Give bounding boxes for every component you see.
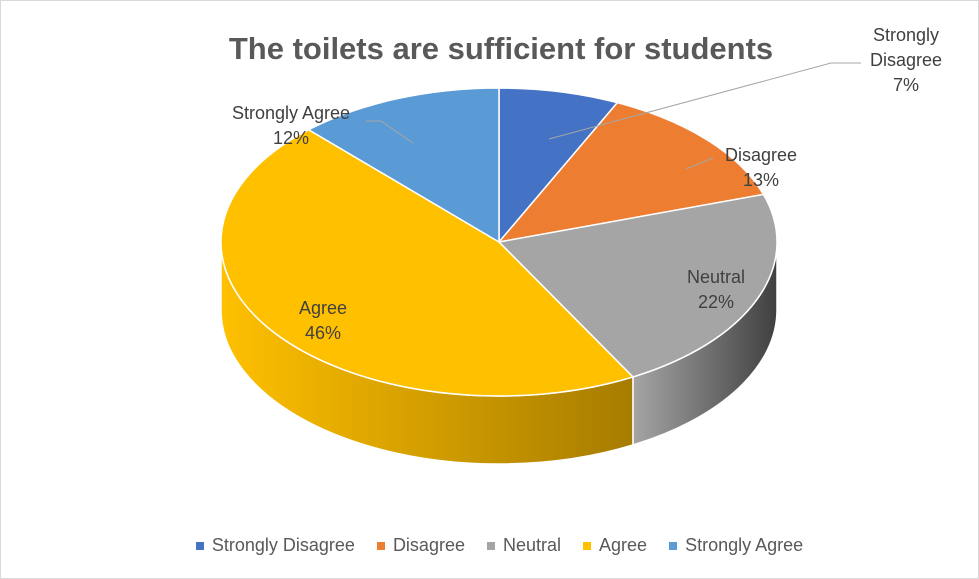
data-labels: Strongly Disagree 7% Disagree 13% Neutral 22% A… bbox=[232, 25, 942, 343]
leader-line-strongly-disagree bbox=[548, 62, 861, 140]
pie-slice-neutral bbox=[497, 193, 778, 378]
legend-item-disagree: Disagree bbox=[376, 535, 465, 556]
legend-swatch bbox=[669, 541, 678, 550]
legend-label: Agree bbox=[599, 535, 648, 555]
legend-swatch bbox=[195, 541, 204, 550]
legend-swatch bbox=[376, 541, 385, 550]
pie-slice-agree bbox=[220, 128, 635, 397]
legend-swatch bbox=[486, 541, 495, 550]
legend-label: Strongly Agree bbox=[685, 535, 804, 555]
data-label-neutral: Neutral 22% bbox=[687, 267, 745, 312]
legend-label: Neutral bbox=[502, 535, 562, 555]
leader-line-strongly-agree bbox=[366, 120, 414, 144]
leader-line-disagree bbox=[685, 157, 714, 170]
data-label-strongly-disagree: Strongly Disagree 7% bbox=[870, 25, 942, 95]
legend-swatch bbox=[583, 541, 592, 550]
legend-item-strongly-disagree: Strongly Disagree bbox=[195, 535, 355, 556]
data-label-strongly-agree: Strongly Agree 12% bbox=[232, 103, 350, 148]
legend-item-agree: Agree bbox=[583, 535, 647, 556]
legend: Strongly Disagree Disagree Neutral Agree Str… bbox=[1, 535, 979, 556]
pie-slice-strongly-disagree bbox=[498, 87, 619, 245]
legend-item-neutral: Neutral bbox=[486, 535, 562, 556]
data-label-agree: Agree 46% bbox=[299, 298, 347, 343]
data-label-disagree: Disagree 13% bbox=[725, 145, 797, 190]
pie-slice-disagree bbox=[497, 101, 765, 244]
pie-slice-strongly-agree bbox=[307, 87, 500, 244]
pie-top bbox=[220, 87, 778, 397]
legend-item-strongly-agree: Strongly Agree bbox=[669, 535, 803, 556]
legend-label: Strongly Disagree bbox=[211, 535, 355, 555]
legend-label: Disagree bbox=[392, 535, 465, 555]
